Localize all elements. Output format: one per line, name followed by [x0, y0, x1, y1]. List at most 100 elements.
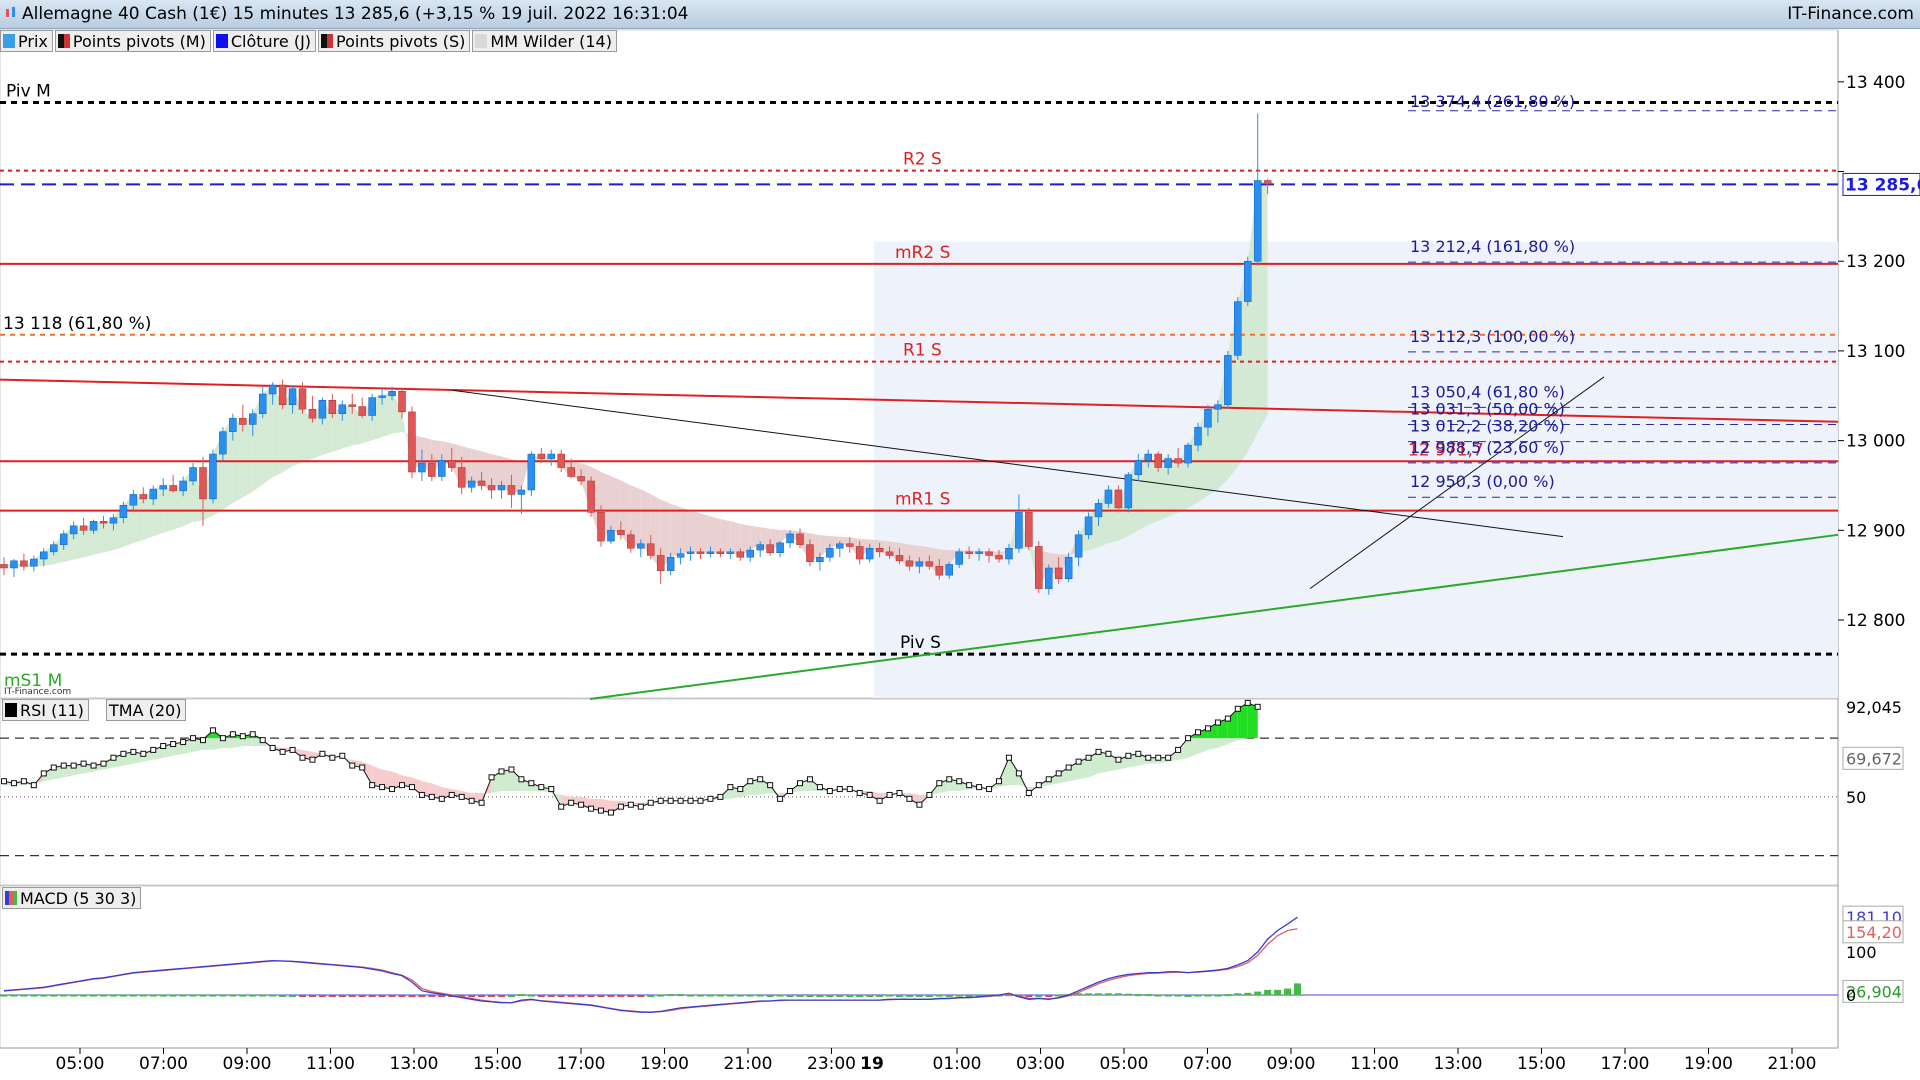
ma-cloud-segment	[670, 503, 681, 558]
rsi-point	[588, 805, 595, 812]
candle	[388, 391, 396, 397]
macd-histogram-bar	[308, 995, 316, 997]
candle	[736, 551, 745, 558]
macd-histogram-bar	[358, 995, 366, 997]
macd-histogram-bar	[1144, 994, 1152, 997]
rsi-point	[578, 801, 585, 808]
rsi-point	[130, 748, 137, 755]
price-axis-label: 13 200	[1846, 252, 1905, 272]
candle	[786, 533, 794, 544]
rsi-point	[1254, 703, 1261, 710]
rsi-point	[20, 778, 27, 785]
macd-histogram-bar	[139, 994, 147, 997]
rsi-fill	[1008, 757, 1019, 786]
legend-label: MM Wilder (14)	[490, 31, 612, 51]
rsi-point	[180, 739, 187, 746]
macd-histogram-bar	[796, 995, 804, 997]
macd-histogram-bar	[716, 994, 724, 997]
rsi-point	[1065, 764, 1072, 771]
macd-histogram-bar	[905, 995, 913, 997]
rsi-point	[279, 748, 286, 755]
macd-histogram-bar	[458, 995, 466, 997]
ma-cloud-segment	[1148, 454, 1159, 526]
candle	[627, 534, 635, 549]
rsi-legend-label[interactable]: RSI (11)	[20, 700, 84, 720]
macd-histogram-bar	[279, 995, 287, 997]
time-axis-label: 05:00	[56, 1054, 105, 1074]
candle	[1224, 355, 1232, 405]
ma-cloud-segment	[610, 476, 621, 535]
candle	[438, 460, 446, 477]
macd-histogram-bar	[1234, 993, 1242, 996]
legend-item-pivots-monthly[interactable]: Points pivots (M)	[54, 30, 211, 52]
ma-cloud-segment	[1168, 458, 1179, 517]
legend-item-price[interactable]: Prix	[0, 30, 53, 52]
macd-histogram-bar	[328, 995, 336, 997]
candle	[656, 555, 665, 571]
brand-label[interactable]: IT-Finance.com	[1787, 4, 1914, 24]
rsi-point	[886, 791, 893, 798]
candle	[1263, 180, 1272, 185]
rsi-point	[408, 784, 415, 791]
macd-legend-label[interactable]: MACD (5 30 3)	[20, 888, 137, 908]
price-swatch-icon	[3, 34, 15, 48]
macd-histogram-bar	[1075, 993, 1083, 996]
rsi-point	[737, 786, 744, 793]
macd-histogram-bar	[806, 995, 814, 997]
macd-histogram-bar	[786, 995, 794, 997]
rsi-fill	[372, 765, 383, 788]
legend-item-pivots-weekly[interactable]: Points pivots (S)	[318, 30, 471, 52]
rsi-point	[1185, 735, 1192, 742]
macd-histogram-bar	[507, 995, 515, 997]
macd-histogram-bar	[1085, 993, 1093, 996]
tma-legend: TMA (20)	[106, 699, 187, 721]
legend-item-wilder-ma[interactable]: MM Wilder (14)	[472, 30, 617, 52]
candle	[1094, 503, 1103, 518]
rsi-point	[816, 784, 823, 791]
macd-axis-label: 100	[1846, 943, 1877, 962]
ma-cloud-segment	[1207, 404, 1218, 496]
macd-histogram-bar	[1204, 994, 1212, 997]
rsi-point	[528, 780, 535, 787]
time-axis-label: 21:00	[724, 1054, 773, 1074]
time-axis-label: 05:00	[1100, 1054, 1149, 1074]
rsi-fill	[43, 767, 54, 782]
candle	[776, 542, 784, 553]
macd-histogram-bar	[1194, 994, 1202, 997]
rsi-point	[359, 764, 366, 771]
rsi-point	[120, 750, 127, 757]
macd-histogram-bar	[856, 995, 864, 997]
rsi-point	[1055, 770, 1062, 777]
ma-cloud-segment	[680, 507, 691, 554]
macd-histogram-bar	[368, 995, 376, 997]
macd-histogram-bar	[199, 994, 207, 997]
ma-cloud-segment	[730, 521, 741, 558]
legend-item-daily-close[interactable]: Clôture (J)	[212, 30, 317, 52]
title-bar: Allemagne 40 Cash (1€) 15 minutes 13 285…	[0, 0, 1920, 29]
rsi-point	[309, 756, 316, 763]
candle	[865, 548, 874, 560]
rsi-point	[1105, 750, 1112, 757]
rsi-point	[239, 733, 246, 740]
macd-histogram-bar	[1154, 994, 1162, 997]
macd-histogram-bar	[816, 995, 824, 997]
candle	[219, 431, 227, 455]
candle	[1184, 444, 1192, 464]
macd-histogram-bar	[498, 995, 505, 997]
macd-histogram-bar	[1095, 993, 1102, 996]
candle	[746, 549, 754, 558]
rsi-point	[846, 786, 853, 793]
candle	[836, 543, 844, 549]
macd-histogram-bar	[587, 995, 595, 997]
macd-histogram-bar	[597, 995, 605, 997]
pivot-swatch-icon	[57, 34, 70, 48]
time-axis-label: 15:00	[1517, 1054, 1566, 1074]
macd-histogram-bar	[637, 995, 645, 997]
rsi-point	[200, 737, 206, 744]
time-axis-label: 19:00	[1684, 1054, 1733, 1074]
candle	[408, 411, 416, 473]
tma-legend-label[interactable]: TMA (20)	[109, 700, 182, 720]
time-axis-label: 17:00	[1601, 1054, 1650, 1074]
macd-line	[3, 916, 1298, 1013]
price-axis-label: 13 400	[1846, 73, 1905, 93]
